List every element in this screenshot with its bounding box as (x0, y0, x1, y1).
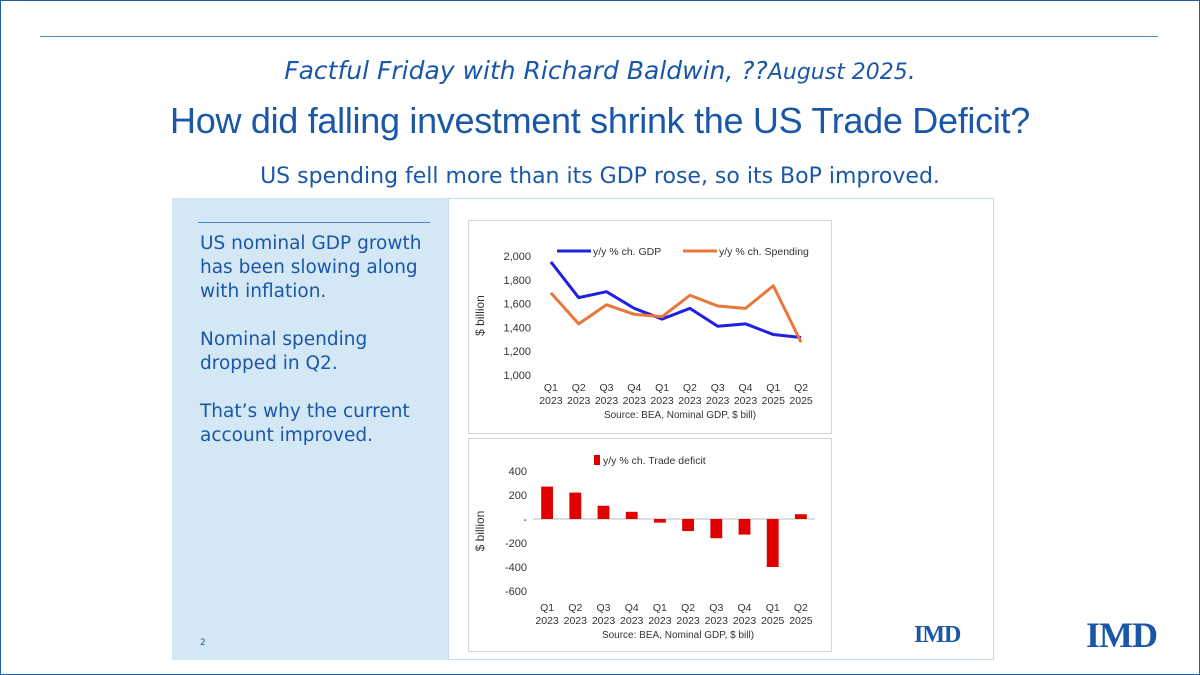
x-tick-label: 2025 (789, 395, 813, 407)
bar (710, 519, 723, 539)
x-tick-label: 2023 (734, 395, 758, 407)
x-tick-label: Q1 (766, 382, 780, 394)
commentary-panel: US nominal GDP growth has been slowing a… (172, 198, 448, 660)
bar (569, 492, 582, 519)
y-axis-label: $ billion (473, 295, 487, 336)
x-tick-label: 2023 (650, 395, 674, 407)
x-tick-label: Q3 (709, 602, 723, 614)
x-tick-label: Q4 (738, 382, 752, 394)
x-tick-label: Q1 (766, 602, 780, 614)
commentary-text: US nominal GDP growth has been slowing a… (200, 232, 440, 472)
x-tick-label: 2023 (706, 395, 730, 407)
line-chart-box: 1,000 1,200 1,400 1,600 1,800 2,000 $ billion Q… (468, 220, 832, 434)
x-tick-label: Q4 (625, 602, 639, 614)
y-tick-label: 1,400 (503, 322, 531, 334)
x-tick-label: 2023 (535, 615, 559, 627)
y-tick-label: -200 (505, 538, 527, 550)
x-tick-label: Q1 (653, 602, 667, 614)
x-tick-label: 2025 (789, 615, 813, 627)
x-tick-label: Q1 (544, 382, 558, 394)
bar (766, 519, 779, 567)
x-tick-label: Q4 (627, 382, 641, 394)
y-tick-label: 1,000 (503, 370, 531, 382)
x-tick-label: Q3 (596, 602, 610, 614)
y-tick-label: 1,600 (503, 299, 531, 311)
x-tick-label: Q4 (737, 602, 751, 614)
bar (597, 505, 610, 519)
series-line: Factful Friday with Richard Baldwin, ??A… (0, 56, 1200, 85)
x-tick-label: Q3 (599, 382, 613, 394)
x-tick-label: 2023 (567, 395, 591, 407)
x-tick-label: 2023 (620, 615, 644, 627)
y-tick-label: -400 (505, 562, 527, 574)
bar (541, 486, 554, 519)
bar (653, 519, 666, 523)
y-tick-label: - (523, 514, 527, 526)
series-line (549, 284, 803, 343)
series-line (549, 261, 802, 340)
bar (794, 514, 807, 519)
panel-rule (198, 222, 430, 223)
x-tick-label: Q2 (572, 382, 586, 394)
x-tick-label: 2023 (539, 395, 563, 407)
x-tick-label: 2025 (761, 615, 785, 627)
series-line-prefix: Factful Friday with Richard Baldwin, ?? (284, 56, 768, 85)
commentary-paragraph: That’s why the current account improved. (200, 401, 410, 446)
bar (682, 519, 695, 531)
page-title: How did falling investment shrink the US… (170, 100, 1030, 141)
bar-chart-box: 400 200- -200 -400 -600 $ billion Q1 2023 Q2 2023… (468, 438, 832, 652)
y-tick-label: 1,200 (503, 346, 531, 358)
y-tick-label: 2,000 (503, 251, 531, 263)
top-rule (40, 36, 1158, 37)
x-tick-label: Q2 (568, 602, 582, 614)
x-tick-label: 2023 (564, 615, 588, 627)
legend-swatch (594, 455, 600, 465)
commentary-paragraph: Nominal spending dropped in Q2. (200, 329, 368, 374)
y-tick-label: 1,800 (503, 275, 531, 287)
x-tick-label: Q1 (655, 382, 669, 394)
x-tick-label: 2023 (733, 615, 757, 627)
x-tick-label: Q1 (540, 602, 554, 614)
y-tick-label: 200 (509, 490, 527, 502)
y-axis-label: $ billion (473, 511, 487, 552)
legend-label: y/y % ch. Spending (719, 246, 809, 258)
x-tick-label: 2023 (676, 615, 700, 627)
x-tick-label: 2023 (678, 395, 702, 407)
x-tick-label: Q2 (794, 602, 808, 614)
commentary-paragraph: US nominal GDP growth has been slowing a… (200, 233, 422, 302)
x-tick-label: Q2 (681, 602, 695, 614)
x-tick-label: 2023 (623, 395, 647, 407)
x-tick-label: 2025 (762, 395, 786, 407)
page-subtitle: US spending fell more than its GDP rose,… (260, 164, 940, 189)
imd-logo: IMD (1086, 615, 1158, 655)
x-tick-label: 2023 (648, 615, 672, 627)
series-line-suffix: . (907, 56, 916, 85)
x-tick-label: 2023 (592, 615, 616, 627)
chart-source: Source: BEA, Nominal GDP, $ bill) (604, 410, 756, 421)
legend-label: y/y % ch. GDP (593, 246, 661, 258)
imd-logo-small: IMD (914, 622, 961, 648)
x-tick-label: Q3 (711, 382, 725, 394)
series-line-date: August 2025 (767, 60, 908, 85)
line-chart: 1,000 1,200 1,400 1,600 1,800 2,000 $ billion Q… (473, 246, 813, 421)
page-number: 2 (200, 638, 206, 648)
x-tick-label: 2023 (705, 615, 729, 627)
x-tick-label: 2023 (595, 395, 619, 407)
x-tick-label: Q2 (683, 382, 697, 394)
legend-label: y/y % ch. Trade deficit (603, 455, 706, 467)
bar (738, 519, 751, 535)
bar (625, 511, 638, 519)
y-tick-label: 400 (509, 466, 527, 478)
chart-source: Source: BEA, Nominal GDP, $ bill) (602, 630, 754, 641)
x-tick-label: Q2 (794, 382, 808, 394)
y-tick-label: -600 (505, 586, 527, 598)
